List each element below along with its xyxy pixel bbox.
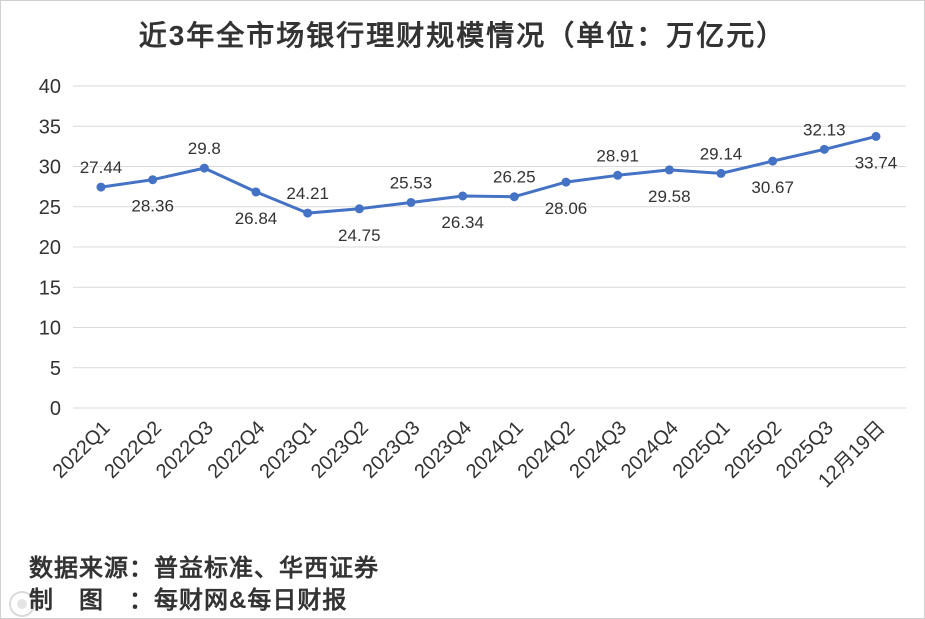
data-label: 30.67 — [751, 178, 794, 197]
y-tick-label: 0 — [50, 398, 61, 420]
data-label: 26.84 — [235, 209, 278, 228]
chart-credit-label: 制图： — [29, 587, 154, 614]
data-point — [303, 208, 313, 218]
data-label: 32.13 — [803, 120, 846, 139]
watermark-logo-icon — [9, 591, 35, 617]
data-label: 29.58 — [648, 187, 691, 206]
data-source-line: 数据来源：普益标准、华西证券 — [29, 557, 379, 581]
y-tick-label: 25 — [39, 197, 61, 219]
data-label: 28.06 — [545, 199, 588, 218]
data-label: 29.14 — [700, 144, 743, 163]
data-point — [561, 177, 571, 187]
data-label: 33.74 — [855, 153, 898, 172]
data-label: 24.21 — [286, 184, 329, 203]
data-point — [871, 131, 881, 141]
y-tick-label: 15 — [39, 277, 61, 299]
data-point — [96, 182, 106, 192]
data-source-label: 数据来源： — [29, 555, 154, 582]
data-label: 26.25 — [493, 168, 536, 187]
series-line — [100, 134, 877, 215]
y-tick-label: 35 — [39, 116, 61, 138]
data-label: 27.44 — [80, 158, 123, 177]
data-point — [458, 191, 468, 201]
y-tick-label: 30 — [39, 157, 61, 179]
y-tick-label: 5 — [50, 358, 61, 380]
data-point — [199, 163, 209, 173]
data-point — [148, 175, 158, 185]
chart-credit-value: 每财网&每日财报 — [154, 587, 348, 614]
data-point — [406, 197, 416, 207]
data-source-value: 普益标准、华西证券 — [154, 555, 379, 582]
y-tick-label: 40 — [39, 76, 61, 98]
data-label: 25.53 — [390, 173, 433, 192]
data-point — [664, 165, 674, 175]
chart-title: 近3年全市场银行理财规模情况（单位：万亿元） — [138, 20, 787, 51]
chart-credit-line: 制图：每财网&每日财报 — [29, 589, 347, 613]
data-point — [613, 170, 623, 180]
data-point — [819, 144, 829, 154]
data-label: 24.75 — [338, 226, 381, 245]
data-point — [768, 156, 778, 166]
data-point — [251, 187, 261, 197]
data-label: 28.36 — [131, 197, 174, 216]
data-label: 28.91 — [596, 146, 639, 165]
data-point — [509, 192, 519, 202]
data-label: 26.34 — [441, 213, 484, 232]
y-tick-label: 10 — [39, 318, 61, 340]
data-point — [716, 168, 726, 178]
data-label: 29.8 — [188, 139, 221, 158]
data-point — [354, 204, 364, 214]
y-tick-label: 20 — [39, 237, 61, 259]
